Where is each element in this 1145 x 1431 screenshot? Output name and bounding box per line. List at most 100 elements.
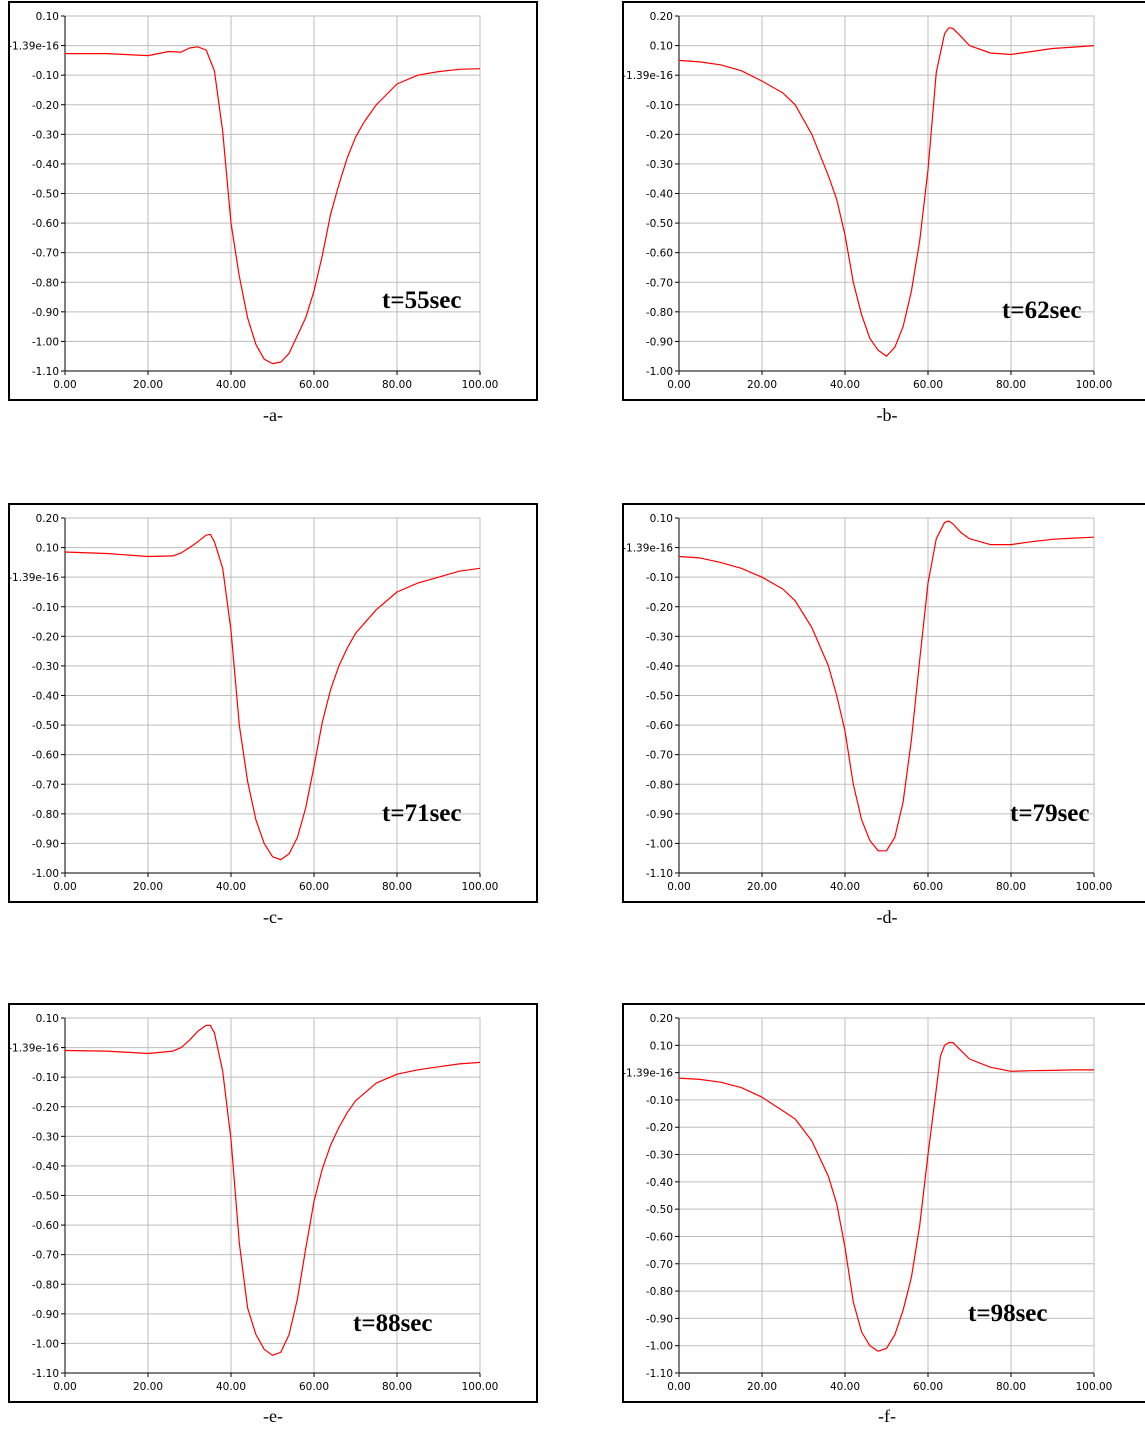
y-tick-label: -0.80 bbox=[32, 809, 59, 821]
y-tick-label: -0.30 bbox=[32, 1131, 59, 1143]
x-tick-label: 100.00 bbox=[462, 379, 499, 391]
x-tick-label: 60.00 bbox=[913, 1381, 943, 1393]
x-tick-label: 20.00 bbox=[133, 1381, 163, 1393]
x-tick-label: 100.00 bbox=[1076, 881, 1113, 893]
y-tick-label: -1.10 bbox=[646, 1368, 673, 1380]
y-tick-label: -0.90 bbox=[646, 1313, 673, 1325]
y-tick-label: -0.90 bbox=[646, 336, 673, 348]
x-tick-label: 40.00 bbox=[830, 379, 860, 391]
y-tick-label: -1.39e-16 bbox=[10, 1043, 59, 1055]
x-tick-label: 40.00 bbox=[830, 881, 860, 893]
y-tick-label: -0.10 bbox=[646, 1095, 673, 1107]
y-tick-label: -1.39e-16 bbox=[624, 543, 673, 555]
time-annotation: t=55sec bbox=[382, 287, 462, 314]
x-tick-label: 40.00 bbox=[830, 1381, 860, 1393]
y-tick-label: -1.00 bbox=[646, 838, 673, 850]
y-tick-label: -0.80 bbox=[646, 1286, 673, 1298]
x-tick-label: 80.00 bbox=[996, 1381, 1026, 1393]
y-tick-label: -1.39e-16 bbox=[10, 41, 59, 53]
x-tick-label: 80.00 bbox=[996, 881, 1026, 893]
x-tick-label: 80.00 bbox=[382, 379, 412, 391]
x-tick-label: 100.00 bbox=[462, 1381, 499, 1393]
y-tick-label: -1.10 bbox=[646, 868, 673, 880]
x-tick-label: 20.00 bbox=[747, 881, 777, 893]
time-annotation: t=88sec bbox=[353, 1310, 433, 1337]
y-tick-label: -0.20 bbox=[646, 602, 673, 614]
y-tick-label: 0.10 bbox=[36, 11, 59, 23]
chart-panel: 0.00 20.00 40.00 60.00 80.00 100.00 0.20 0.10 -1… bbox=[8, 503, 538, 903]
y-tick-label: -1.00 bbox=[646, 366, 673, 378]
x-tick-label: 0.00 bbox=[53, 1381, 76, 1393]
line-chart: 0.00 20.00 40.00 60.00 80.00 100.00 0.20 0.10 -1… bbox=[624, 1013, 1113, 1393]
series-line bbox=[64, 533, 481, 861]
x-tick-label: 100.00 bbox=[1076, 1381, 1113, 1393]
x-tick-label: 20.00 bbox=[133, 379, 163, 391]
y-tick-label: -0.70 bbox=[32, 1250, 59, 1262]
y-tick-label: -1.39e-16 bbox=[624, 70, 673, 82]
y-tick-label: -0.20 bbox=[646, 129, 673, 141]
y-tick-label: -0.20 bbox=[646, 1122, 673, 1134]
y-tick-label: -0.60 bbox=[32, 750, 59, 762]
panel-caption: -c- bbox=[263, 907, 283, 927]
y-tick-label: -0.60 bbox=[646, 720, 673, 732]
x-tick-label: 0.00 bbox=[667, 881, 690, 893]
x-tick-label: 80.00 bbox=[382, 881, 412, 893]
y-tick-label: -0.60 bbox=[646, 1231, 673, 1243]
y-tick-label: -0.10 bbox=[32, 70, 59, 82]
x-tick-label: 60.00 bbox=[299, 1381, 329, 1393]
y-tick-label: -1.00 bbox=[646, 1341, 673, 1353]
y-tick-label: -1.00 bbox=[32, 336, 59, 348]
y-tick-label: -0.80 bbox=[32, 277, 59, 289]
time-annotation: t=62sec bbox=[1002, 297, 1082, 324]
y-tick-label: -0.10 bbox=[32, 602, 59, 614]
x-tick-label: 20.00 bbox=[133, 881, 163, 893]
x-tick-label: 0.00 bbox=[667, 379, 690, 391]
y-tick-label: -0.50 bbox=[32, 720, 59, 732]
chart-panel: 0.00 20.00 40.00 60.00 80.00 100.00 0.20 0.10 -1… bbox=[622, 1003, 1145, 1403]
y-tick-label: -0.40 bbox=[32, 159, 59, 171]
y-tick-label: -1.39e-16 bbox=[10, 572, 59, 584]
y-tick-label: -0.10 bbox=[32, 1072, 59, 1084]
line-chart: 0.00 20.00 40.00 60.00 80.00 100.00 0.10 -1.39e… bbox=[624, 513, 1113, 893]
panel-caption: -f- bbox=[878, 1406, 896, 1426]
y-tick-label: -0.80 bbox=[646, 307, 673, 319]
line-chart: 0.00 20.00 40.00 60.00 80.00 100.00 0.20 0.10 -1… bbox=[10, 513, 498, 893]
y-tick-label: -0.40 bbox=[32, 691, 59, 703]
panel-caption: -b- bbox=[876, 405, 898, 425]
y-tick-label: -1.10 bbox=[32, 366, 59, 378]
y-tick-label: 0.20 bbox=[650, 11, 673, 23]
y-tick-label: -0.30 bbox=[646, 159, 673, 171]
panel-caption: -d- bbox=[876, 907, 898, 927]
y-tick-label: -0.80 bbox=[646, 779, 673, 791]
line-chart: 0.00 20.00 40.00 60.00 80.00 100.00 0.10 -1.39e… bbox=[10, 11, 499, 391]
panel-caption: -a- bbox=[263, 405, 283, 425]
y-tick-label: -0.10 bbox=[646, 100, 673, 112]
panel-caption: -e- bbox=[263, 1406, 283, 1426]
y-tick-label: -0.70 bbox=[646, 750, 673, 762]
x-tick-label: 80.00 bbox=[996, 379, 1026, 391]
y-tick-label: -0.30 bbox=[32, 129, 59, 141]
series-line bbox=[678, 27, 1095, 357]
y-tick-label: -0.90 bbox=[646, 809, 673, 821]
time-annotation: t=71sec bbox=[382, 800, 462, 827]
x-tick-label: 60.00 bbox=[913, 379, 943, 391]
y-tick-label: -0.40 bbox=[32, 1161, 59, 1173]
y-tick-label: 0.10 bbox=[36, 1013, 59, 1025]
y-tick-label: -0.70 bbox=[32, 248, 59, 260]
y-tick-label: -0.20 bbox=[32, 1102, 59, 1114]
series-line bbox=[678, 1041, 1094, 1352]
y-tick-label: 0.10 bbox=[36, 543, 59, 555]
y-tick-label: -0.70 bbox=[646, 1259, 673, 1271]
y-tick-label: -0.50 bbox=[32, 1191, 59, 1203]
y-tick-label: -0.20 bbox=[32, 100, 59, 112]
line-chart: 0.00 20.00 40.00 60.00 80.00 100.00 0.20 0.10 -1… bbox=[624, 11, 1112, 391]
series-line bbox=[65, 46, 481, 365]
time-annotation: t=79sec bbox=[1010, 800, 1090, 827]
x-tick-label: 80.00 bbox=[382, 1381, 412, 1393]
y-tick-label: -0.50 bbox=[32, 189, 59, 201]
series-line bbox=[678, 520, 1095, 852]
y-tick-label: -0.50 bbox=[646, 218, 673, 230]
y-tick-label: -1.00 bbox=[32, 868, 59, 880]
y-tick-label: -1.39e-16 bbox=[624, 1068, 673, 1080]
x-tick-label: 40.00 bbox=[216, 1381, 246, 1393]
